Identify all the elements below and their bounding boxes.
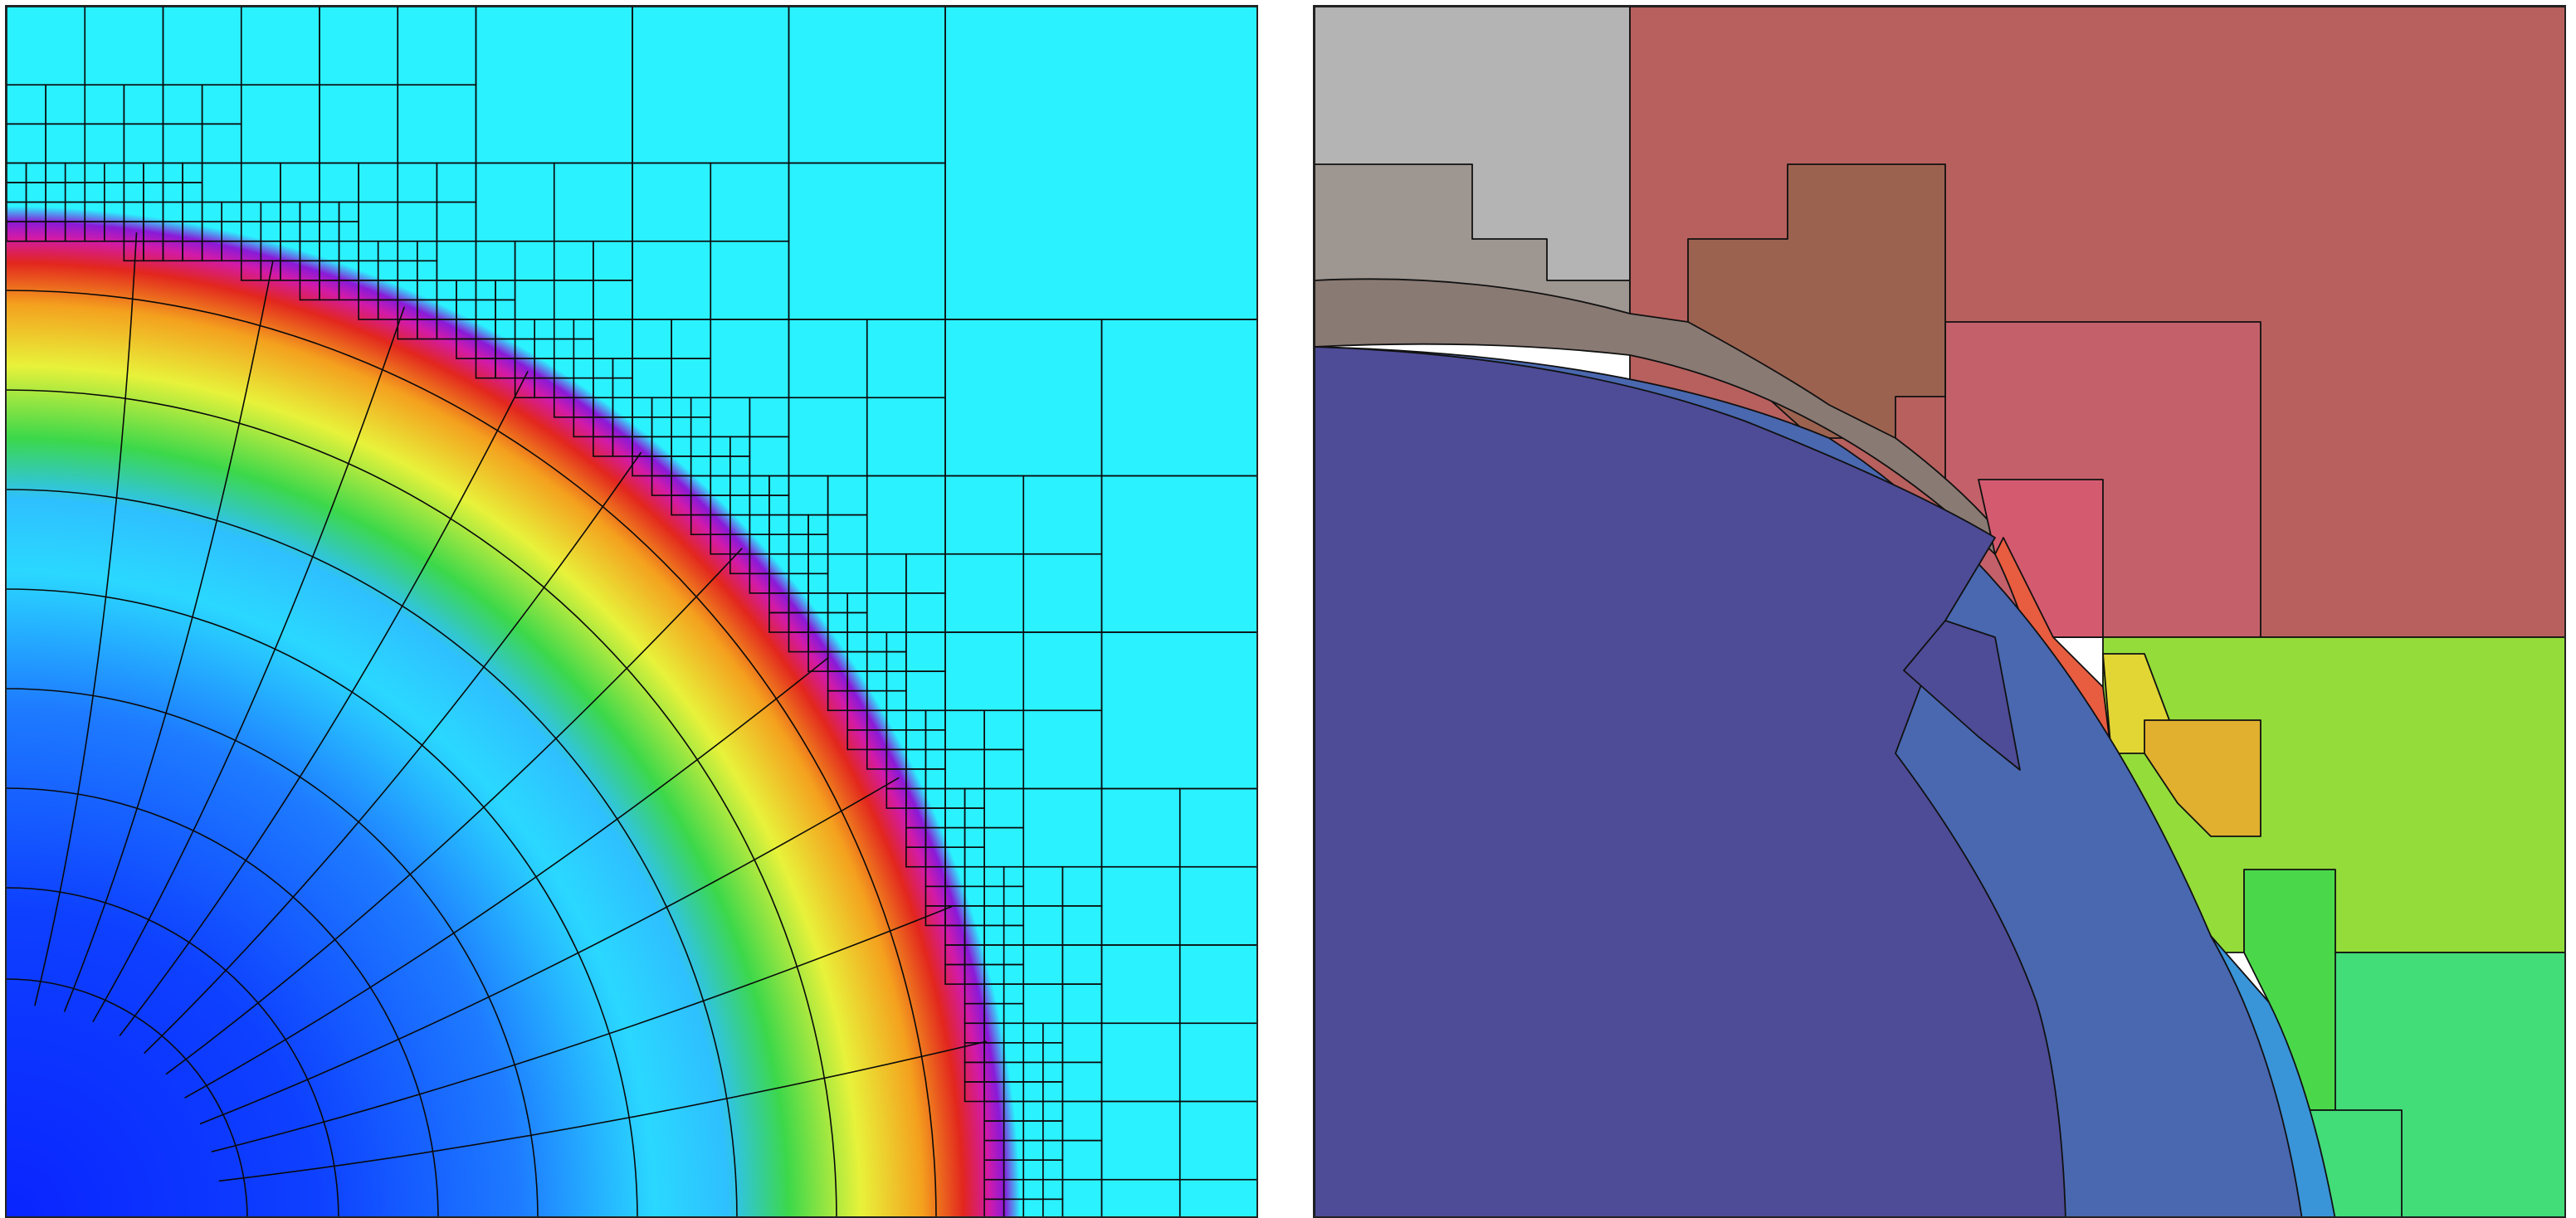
mesh-ray (165, 548, 743, 1075)
mesh-ray (199, 777, 900, 1125)
mesh-field-svg (7, 7, 1256, 1216)
mesh-arc (7, 389, 837, 1216)
partition-svg (1315, 7, 2564, 1216)
mesh-ray (63, 260, 274, 1012)
mesh-ray (144, 451, 642, 1055)
right-panel-partition (1313, 5, 2566, 1218)
region-orange (2144, 719, 2261, 837)
mesh-arc (7, 787, 439, 1216)
field-gradient (7, 7, 1256, 1216)
region-cyan-blue (2210, 935, 2336, 1216)
region-purple (1315, 346, 2066, 1216)
adaptive-mesh-grid (7, 7, 1256, 1216)
mesh-ray (218, 1040, 987, 1182)
region-grey-dark (1315, 278, 2004, 555)
region-purple-notch (1903, 620, 2021, 771)
mesh-ray (92, 306, 405, 1023)
mesh-cell (1178, 1178, 1256, 1216)
mesh-ray (211, 905, 953, 1152)
mesh-arc (7, 588, 638, 1216)
mesh-arc (7, 489, 738, 1216)
mesh-ray (34, 232, 138, 1006)
mesh-arc (7, 688, 539, 1216)
mesh-curved-lines (7, 232, 987, 1216)
mesh-cell (1100, 1178, 1181, 1216)
mesh-arc (7, 290, 937, 1216)
mesh-arc (7, 978, 248, 1216)
mesh-ray (184, 656, 829, 1099)
left-panel-mesh-field (5, 5, 1258, 1218)
mesh-arc (7, 887, 339, 1216)
mesh-ray (119, 371, 529, 1036)
